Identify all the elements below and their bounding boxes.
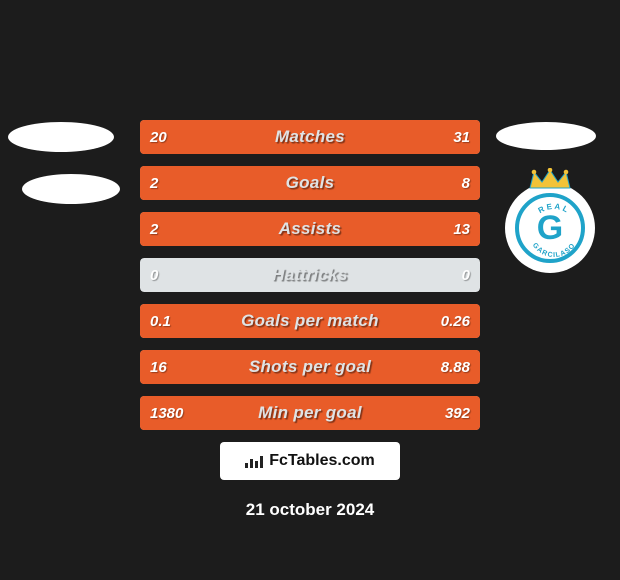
svg-text:REAL: REAL — [537, 202, 572, 215]
stat-row: 168.88Shots per goal — [140, 350, 480, 384]
left-badge-ellipse — [22, 174, 120, 204]
bars-icon — [245, 454, 263, 468]
stat-label: Min per goal — [140, 396, 480, 430]
stat-label: Matches — [140, 120, 480, 154]
date-text: 21 october 2024 — [0, 500, 620, 520]
comparison-rows: 2031Matches 28Goals 213Assists 00Hattricks 0… — [140, 120, 480, 442]
brand-box: FcTables.com — [220, 442, 400, 480]
stat-label: Goals per match — [140, 304, 480, 338]
crown-icon — [528, 168, 572, 190]
crest-ring-text-icon: REAL GARCILASO — [519, 197, 589, 267]
stat-row: 28Goals — [140, 166, 480, 200]
stat-label: Goals — [140, 166, 480, 200]
right-crest: REAL GARCILASO G — [508, 186, 592, 270]
brand-text: FcTables.com — [269, 452, 375, 470]
stat-label: Assists — [140, 212, 480, 246]
stat-label: Shots per goal — [140, 350, 480, 384]
stat-row: 1380392Min per goal — [140, 396, 480, 430]
svg-text:GARCILASO: GARCILASO — [531, 242, 577, 259]
stat-row: 0.10.26Goals per match — [140, 304, 480, 338]
stat-row: 2031Matches — [140, 120, 480, 154]
right-badge-ellipse — [496, 122, 596, 150]
stat-label: Hattricks — [140, 258, 480, 292]
stat-row: 00Hattricks — [140, 258, 480, 292]
left-badge-ellipse — [8, 122, 114, 152]
stat-row: 213Assists — [140, 212, 480, 246]
